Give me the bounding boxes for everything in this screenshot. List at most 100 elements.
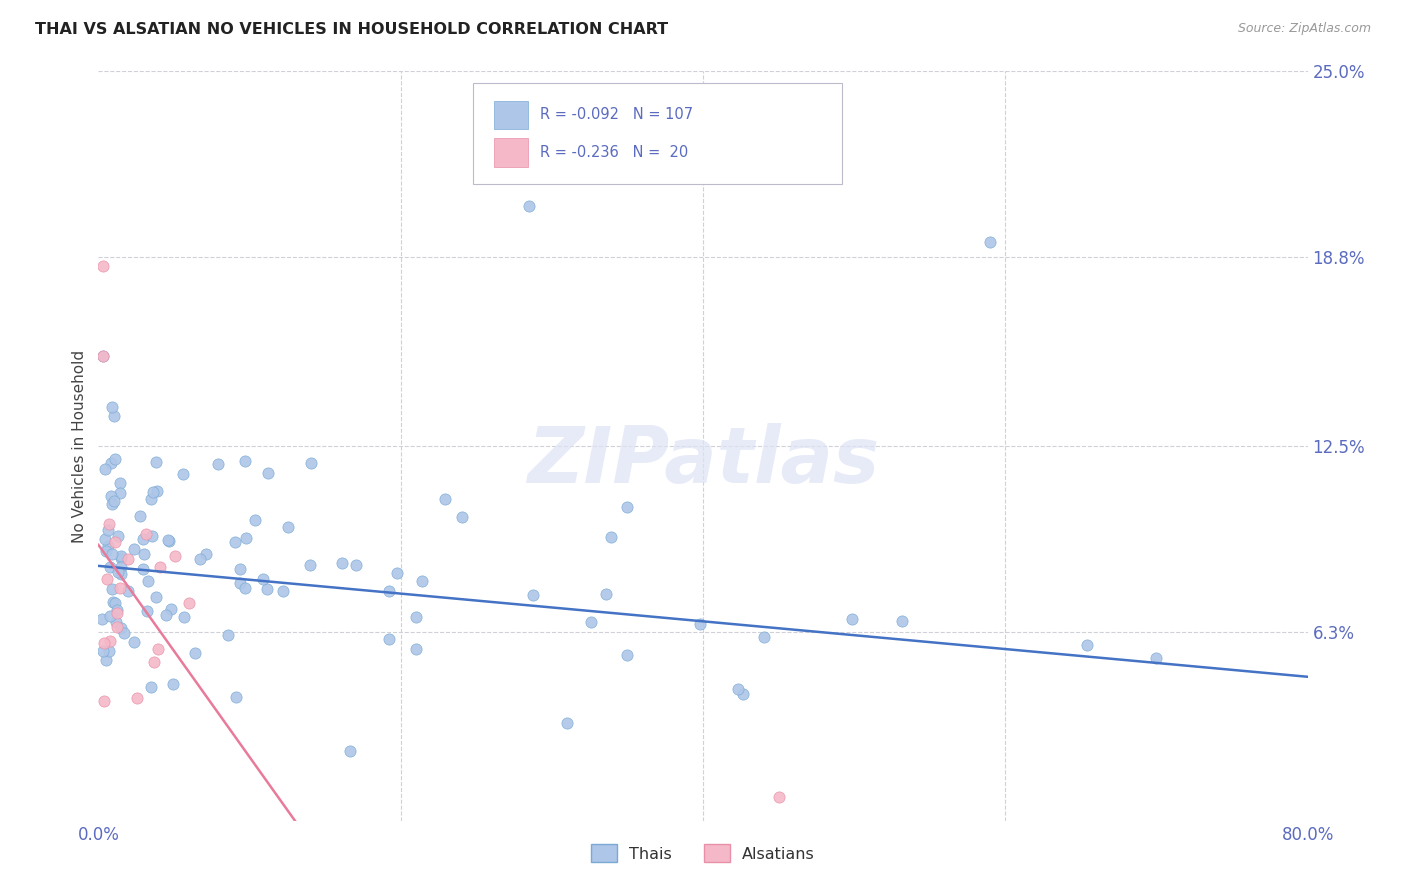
Point xyxy=(91,643,114,657)
Point xyxy=(160,602,183,616)
Point xyxy=(98,609,121,624)
Point xyxy=(235,531,257,545)
Point xyxy=(107,529,129,543)
Point xyxy=(332,556,354,570)
Point xyxy=(689,617,711,632)
Point xyxy=(101,547,124,561)
Point xyxy=(98,644,121,658)
Point xyxy=(96,653,118,667)
Point xyxy=(378,584,401,599)
Point xyxy=(385,566,408,581)
Point xyxy=(256,582,278,596)
Point xyxy=(339,744,361,758)
Point xyxy=(108,485,131,500)
Point xyxy=(277,520,299,534)
Point xyxy=(97,539,120,553)
Point xyxy=(107,565,129,579)
Point xyxy=(405,642,427,657)
Point xyxy=(104,596,127,610)
Point xyxy=(411,574,433,588)
Point xyxy=(298,558,321,573)
Point xyxy=(134,547,156,561)
Point xyxy=(979,235,1001,250)
Point xyxy=(101,497,124,511)
Point xyxy=(217,628,239,642)
Point xyxy=(93,636,115,650)
Point xyxy=(727,682,749,697)
Point xyxy=(155,607,177,622)
Point xyxy=(104,535,127,549)
Point xyxy=(101,595,124,609)
Point xyxy=(104,615,127,630)
Point xyxy=(122,542,145,557)
Point xyxy=(110,560,132,574)
Point xyxy=(841,612,863,626)
Point xyxy=(173,610,195,624)
Point xyxy=(179,596,201,610)
Point xyxy=(754,631,776,645)
Point xyxy=(139,680,162,694)
Point xyxy=(104,452,127,467)
Point xyxy=(141,491,163,506)
Point xyxy=(149,560,172,574)
Point xyxy=(256,467,278,481)
Point xyxy=(517,199,540,213)
Text: THAI VS ALSATIAN NO VEHICLES IN HOUSEHOLD CORRELATION CHART: THAI VS ALSATIAN NO VEHICLES IN HOUSEHOL… xyxy=(35,22,668,37)
Point xyxy=(229,576,252,591)
Point xyxy=(136,574,159,588)
Point xyxy=(522,588,544,602)
Point xyxy=(110,567,132,582)
Point xyxy=(101,400,124,414)
Y-axis label: No Vehicles in Household: No Vehicles in Household xyxy=(72,350,87,542)
Point xyxy=(145,455,167,469)
Point xyxy=(207,458,229,472)
FancyBboxPatch shape xyxy=(494,101,527,129)
Text: ZIPatlas: ZIPatlas xyxy=(527,423,879,499)
Point xyxy=(555,716,578,731)
FancyBboxPatch shape xyxy=(474,83,842,184)
Text: Source: ZipAtlas.com: Source: ZipAtlas.com xyxy=(1237,22,1371,36)
Point xyxy=(224,535,246,549)
Point xyxy=(731,687,754,701)
Point xyxy=(891,614,914,628)
Point xyxy=(142,485,165,500)
Point xyxy=(271,584,294,599)
Point xyxy=(107,603,129,617)
Point xyxy=(96,543,118,558)
Point xyxy=(98,634,121,648)
Point xyxy=(103,494,125,508)
Point xyxy=(117,584,139,599)
Point xyxy=(146,483,169,498)
Point xyxy=(117,551,139,566)
Point xyxy=(229,562,252,576)
Point xyxy=(188,551,211,566)
Point xyxy=(105,607,128,621)
Point xyxy=(108,476,131,491)
Text: R = -0.236   N =  20: R = -0.236 N = 20 xyxy=(540,145,688,160)
Point xyxy=(162,677,184,691)
Point xyxy=(98,559,121,574)
Point xyxy=(183,646,205,660)
Point xyxy=(146,641,169,656)
Point xyxy=(90,612,112,626)
Point xyxy=(94,532,117,546)
Point xyxy=(100,490,122,504)
Point xyxy=(243,513,266,527)
Point xyxy=(110,551,132,566)
Point xyxy=(101,582,124,596)
Point xyxy=(122,635,145,649)
Point xyxy=(97,523,120,537)
Point xyxy=(225,690,247,705)
Point xyxy=(93,694,115,708)
Text: R = -0.092   N = 107: R = -0.092 N = 107 xyxy=(540,107,693,122)
Point xyxy=(616,500,638,514)
Point xyxy=(586,148,609,162)
Point xyxy=(235,581,257,595)
Point xyxy=(599,530,621,544)
Point xyxy=(110,549,132,563)
Point xyxy=(96,572,118,586)
Point xyxy=(91,259,114,273)
Point xyxy=(1076,638,1098,652)
Point xyxy=(195,548,218,562)
Point xyxy=(233,454,256,468)
